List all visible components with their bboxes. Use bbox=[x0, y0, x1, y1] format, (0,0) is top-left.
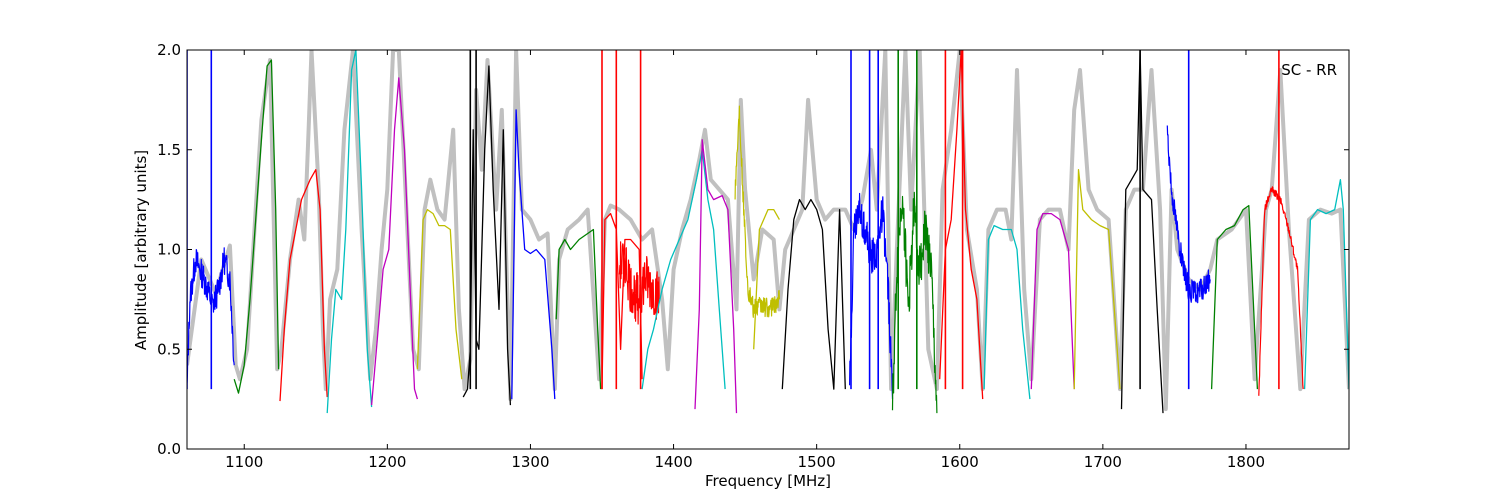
series-line bbox=[891, 191, 938, 414]
series-line bbox=[1073, 169, 1121, 390]
series-line bbox=[416, 208, 463, 380]
y-tick-label: 0.0 bbox=[157, 440, 181, 458]
x-tick-label: 1500 bbox=[798, 453, 836, 471]
series-line bbox=[849, 192, 894, 400]
series-line bbox=[983, 224, 1031, 400]
series-line bbox=[939, 50, 984, 400]
series-line bbox=[641, 149, 726, 390]
series-line bbox=[601, 212, 643, 390]
series-line bbox=[734, 105, 780, 318]
y-tick-label: 0.5 bbox=[157, 340, 181, 358]
x-tick-label: 1200 bbox=[368, 453, 406, 471]
x-tick-label: 1100 bbox=[225, 453, 263, 471]
x-tick-label: 1700 bbox=[1084, 453, 1122, 471]
y-axis: 0.0 0.5 1.0 1.5 2.0 bbox=[157, 41, 1349, 458]
x-tick-label: 1400 bbox=[654, 453, 692, 471]
series-line bbox=[555, 228, 602, 390]
y-axis-label: Amplitude [arbitrary units] bbox=[132, 150, 150, 350]
series-line bbox=[1120, 50, 1164, 414]
x-tick-label: 1300 bbox=[511, 453, 549, 471]
series-line bbox=[511, 109, 556, 400]
y-tick-label: 1.5 bbox=[157, 141, 181, 159]
reference-trace bbox=[187, 50, 1349, 412]
series-line bbox=[1210, 204, 1259, 390]
x-axis-label: Frequency [MHz] bbox=[705, 472, 831, 490]
series-line bbox=[1258, 186, 1304, 396]
reference-line bbox=[187, 50, 1349, 412]
series-line bbox=[370, 77, 419, 406]
series-line bbox=[1303, 179, 1349, 390]
series-line bbox=[618, 241, 660, 325]
series-line bbox=[233, 59, 280, 394]
y-tick-label: 2.0 bbox=[157, 41, 181, 59]
series-line bbox=[694, 139, 738, 414]
series-line bbox=[326, 50, 373, 414]
series-line bbox=[753, 208, 780, 350]
y-tick-label: 1.0 bbox=[157, 241, 181, 259]
spike-layer bbox=[187, 50, 1280, 390]
x-tick-label: 1600 bbox=[941, 453, 979, 471]
x-tick-label: 1800 bbox=[1227, 453, 1265, 471]
annotation-label: SC - RR bbox=[1281, 61, 1337, 79]
x-axis: 1100 1200 1300 1400 1500 1600 1700 1800 bbox=[225, 50, 1265, 471]
series-line bbox=[1030, 212, 1075, 390]
series-line bbox=[279, 169, 328, 402]
series-line bbox=[781, 198, 846, 390]
